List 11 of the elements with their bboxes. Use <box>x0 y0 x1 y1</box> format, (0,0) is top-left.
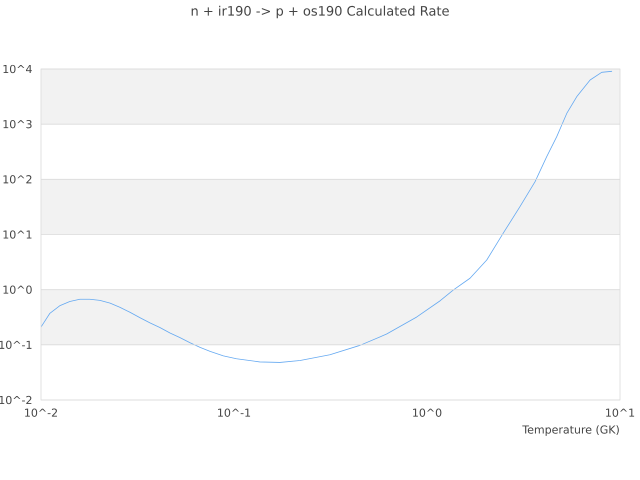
x-tick-label: 10^1 <box>606 408 634 417</box>
x-tick-label: 10^0 <box>413 408 442 417</box>
y-tick-label: 10^2 <box>3 175 32 184</box>
y-tick-label: 10^4 <box>3 64 32 74</box>
x-axis-title: Temperature (GK) <box>522 425 619 436</box>
x-tick-label: 10^-2 <box>25 408 57 417</box>
chart-title: n + ir190 -> p + os190 Calculated Rate <box>192 6 449 18</box>
y-tick-label: 10^3 <box>3 120 32 128</box>
y-tick-label: 10^0 <box>3 285 32 294</box>
y-tick-label: 10^1 <box>3 230 32 239</box>
x-tick-label: 10^-1 <box>218 408 250 417</box>
